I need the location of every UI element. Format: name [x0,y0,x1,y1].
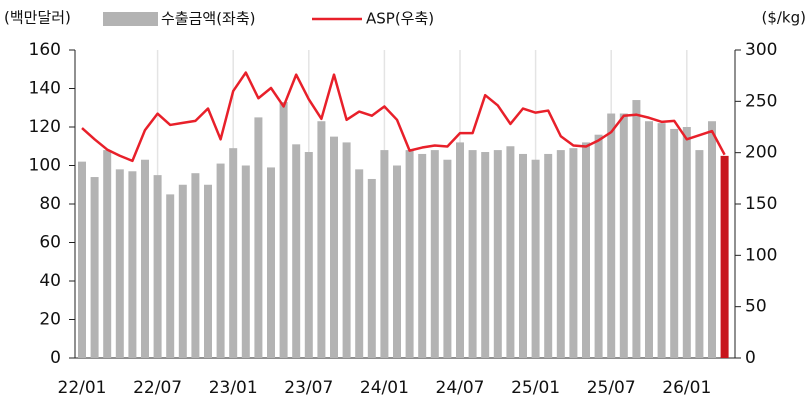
y-tick-label: 100 [29,156,61,176]
bar [569,148,578,358]
bar [128,171,137,358]
x-tick-label: 23/01 [209,378,258,398]
y2-tick-label: 250 [745,91,777,111]
y2-tick-label: 150 [745,194,777,214]
bar [720,155,729,358]
bar [405,150,414,358]
y2-tick-label: 300 [745,40,777,60]
bar [519,153,527,358]
bar [430,150,439,358]
bar [670,128,679,358]
bar [682,127,691,358]
x-tick-label: 24/01 [360,378,409,398]
bar [342,142,351,358]
bar [254,117,263,358]
right-unit: ($/kg) [761,9,806,27]
bar [456,142,464,358]
x-tick-label: 26/01 [662,378,711,398]
bar [166,194,175,358]
y-tick-label: 80 [39,194,61,214]
bar [229,148,238,358]
legend-swatch [103,12,158,26]
x-tick-label: 22/07 [133,378,182,398]
bar [493,150,502,358]
y2-tick-label: 50 [745,297,767,317]
bar [153,175,162,358]
y-tick-label: 120 [29,117,61,137]
legend-label: 수출금액(좌축) [161,10,256,28]
x-tick-label: 25/01 [511,378,560,398]
bar [632,100,641,359]
bar [531,159,540,358]
bar [619,113,628,359]
y-tick-label: 140 [29,79,61,99]
bar [393,165,401,358]
bar [380,150,389,358]
bar [594,134,603,358]
bar [78,161,86,358]
bar [216,163,225,358]
y-tick-label: 160 [29,40,61,60]
x-tick-label: 23/07 [284,378,333,398]
bar [708,121,716,358]
bar [191,173,200,358]
bar [657,123,666,359]
bar [355,169,364,358]
bar [115,169,124,358]
y-tick-label: 60 [39,233,61,253]
y2-tick-label: 0 [745,348,756,368]
bar [367,178,376,358]
bar [582,142,590,358]
bar [544,153,553,358]
bar [178,184,187,358]
bar [418,153,427,358]
bar [506,146,515,358]
bar [556,150,565,358]
bar [695,150,704,358]
bar [204,184,212,358]
y-tick-label: 20 [39,310,61,330]
x-tick-label: 24/07 [436,378,485,398]
bar [103,150,112,358]
bar [481,152,490,358]
bar [468,150,477,358]
y-tick-label: 40 [39,271,61,291]
bar [443,159,452,358]
legend-label: ASP(우축) [366,10,434,28]
left-unit: (백만달러) [4,9,71,27]
bar [304,152,313,358]
bar [90,177,99,358]
y2-tick-label: 100 [745,245,777,265]
bar [267,167,275,358]
y2-tick-label: 200 [745,143,777,163]
bar [607,113,616,359]
x-tick-label: 22/01 [58,378,107,398]
x-tick-label: 25/07 [587,378,636,398]
line [81,71,726,163]
bar [279,101,288,358]
bar [317,121,326,358]
bar [141,159,149,358]
bar [645,121,653,358]
y-tick-label: 0 [50,348,61,368]
bar [330,136,338,358]
bar [241,165,250,358]
bar [292,144,301,358]
